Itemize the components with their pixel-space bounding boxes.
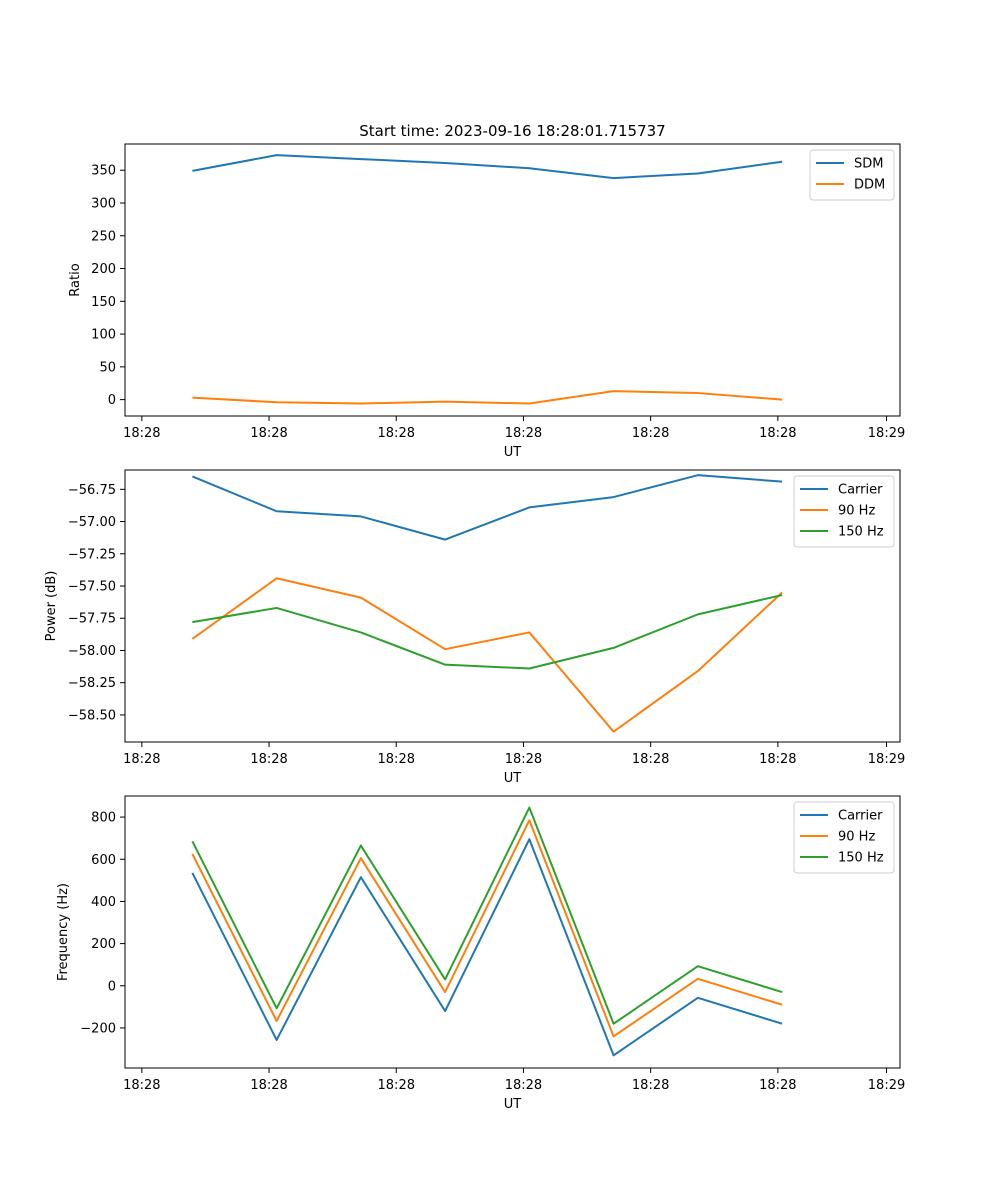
legend-label-ratio-1: DDM: [854, 178, 885, 193]
x-tick-label-power-2: 18:28: [378, 752, 415, 767]
y-tick-label-ratio-5: 250: [91, 229, 116, 244]
series-line-frequency-2: [191, 806, 783, 1025]
legend-power: Carrier 90 Hz 150 Hz: [793, 475, 895, 548]
y-tick-label-ratio-3: 150: [91, 295, 116, 310]
y-tick-label-power-1: −57.00: [68, 515, 116, 530]
y-tick-label-frequency-2: 400: [91, 895, 116, 910]
y-tick-label-ratio-6: 300: [91, 196, 116, 211]
y-tick-label-power-7: −58.50: [68, 708, 116, 723]
series-line-ratio-0: [192, 154, 783, 180]
x-tick-label-frequency-0: 18:28: [123, 1078, 160, 1093]
x-tick-label-frequency-4: 18:28: [632, 1078, 669, 1093]
legend-label-power-1: 90 Hz: [838, 504, 875, 519]
x-tick-label-power-6: 18:29: [868, 752, 905, 767]
x-tick-label-frequency-5: 18:28: [759, 1078, 796, 1093]
x-tick-label-ratio-4: 18:28: [632, 426, 669, 441]
y-tick-label-frequency-1: 600: [91, 853, 116, 868]
legend-label-frequency-2: 150 Hz: [838, 851, 884, 866]
legend-label-frequency-0: Carrier: [838, 809, 883, 824]
y-tick-label-ratio-4: 200: [91, 262, 116, 277]
legend-ratio: SDM DDM: [809, 149, 895, 201]
chart-power: 18:28 18:28 18:28 18:28 18:28 18:28 18:29 −56.7…: [44, 469, 905, 786]
x-axis-label-ratio: UT: [504, 445, 522, 460]
chart-frequency: 18:28 18:28 18:28 18:28 18:28 18:28 18:29 800 60…: [56, 795, 905, 1112]
legend-box-frequency: [793, 801, 895, 874]
y-axis-label-frequency: Frequency (Hz): [56, 883, 71, 981]
y-tick-label-power-5: −58.00: [68, 644, 116, 659]
y-tick-label-power-0: −56.75: [68, 483, 116, 498]
y-axis-label-ratio: Ratio: [68, 263, 83, 296]
y-tick-label-ratio-7: 350: [91, 164, 116, 179]
y-tick-label-power-6: −58.25: [68, 676, 116, 691]
x-tick-label-ratio-5: 18:28: [759, 426, 796, 441]
x-tick-label-ratio-0: 18:28: [123, 426, 160, 441]
x-tick-label-frequency-3: 18:28: [505, 1078, 542, 1093]
x-axis-label-frequency: UT: [504, 1097, 522, 1112]
x-tick-label-power-3: 18:28: [505, 752, 542, 767]
x-tick-label-ratio-1: 18:28: [250, 426, 287, 441]
series-line-frequency-1: [191, 819, 783, 1038]
series-line-power-2: [192, 594, 783, 670]
y-tick-label-power-4: −57.75: [68, 612, 116, 627]
x-tick-label-power-5: 18:28: [759, 752, 796, 767]
y-axis-label-power: Power (dB): [44, 571, 59, 642]
y-tick-label-ratio-1: 50: [99, 360, 116, 375]
x-tick-label-power-0: 18:28: [123, 752, 160, 767]
x-tick-label-power-4: 18:28: [632, 752, 669, 767]
legend-label-power-2: 150 Hz: [838, 525, 884, 540]
chart-ratio: 18:28 18:28 18:28 18:28 18:28 18:28 18:29 0 50 10…: [68, 122, 905, 460]
y-tick-label-power-3: −57.50: [68, 580, 116, 595]
series-line-power-0: [192, 474, 783, 541]
y-tick-label-frequency-4: 0: [108, 979, 116, 994]
series-line-ratio-1: [192, 390, 783, 405]
y-tick-label-ratio-2: 100: [91, 328, 116, 343]
chart-title: Start time: 2023-09-16 18:28:01.715737: [359, 122, 665, 140]
x-tick-label-frequency-2: 18:28: [378, 1078, 415, 1093]
x-tick-label-ratio-3: 18:28: [505, 426, 542, 441]
axes-frame-frequency: [124, 795, 901, 1069]
axes-frame-power: [124, 469, 901, 743]
x-tick-label-ratio-6: 18:29: [868, 426, 905, 441]
x-axis-label-power: UT: [504, 771, 522, 786]
legend-label-ratio-0: SDM: [854, 157, 883, 172]
y-tick-label-frequency-5: −200: [80, 1021, 116, 1036]
y-tick-label-frequency-3: 200: [91, 937, 116, 952]
x-tick-label-frequency-6: 18:29: [868, 1078, 905, 1093]
y-tick-label-power-2: −57.25: [68, 547, 116, 562]
y-tick-label-ratio-0: 0: [108, 393, 116, 408]
legend-label-power-0: Carrier: [838, 483, 883, 498]
series-line-power-1: [191, 577, 783, 733]
axes-frame-ratio: [124, 143, 901, 417]
legend-label-frequency-1: 90 Hz: [838, 830, 875, 845]
x-tick-label-frequency-1: 18:28: [250, 1078, 287, 1093]
y-tick-label-frequency-0: 800: [91, 811, 116, 826]
series-line-frequency-0: [191, 838, 783, 1057]
x-tick-label-ratio-2: 18:28: [378, 426, 415, 441]
x-tick-label-power-1: 18:28: [250, 752, 287, 767]
legend-frequency: Carrier 90 Hz 150 Hz: [793, 801, 895, 874]
legend-box-power: [793, 475, 895, 548]
